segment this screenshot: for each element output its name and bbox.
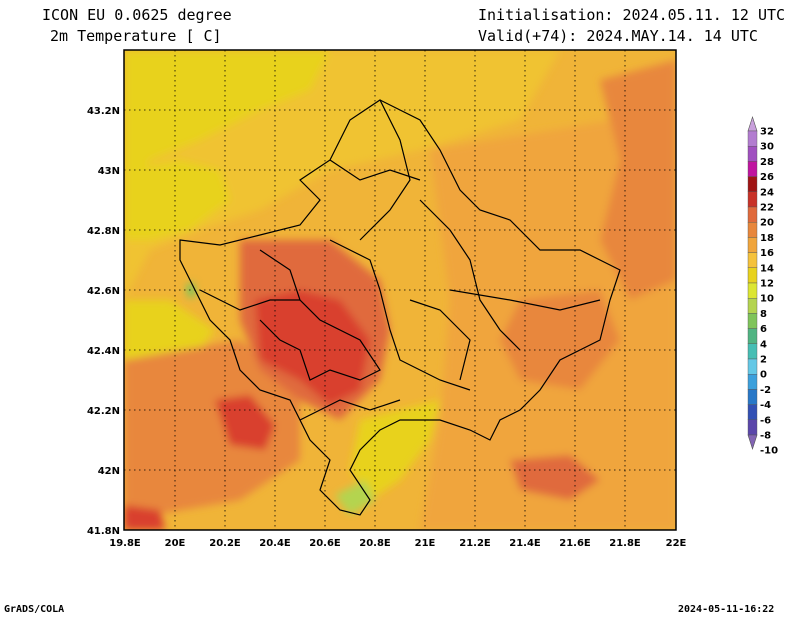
y-tick-label: 42.6N: [87, 286, 120, 297]
y-tick-label: 42.2N: [87, 406, 120, 417]
colorbar-swatch: [747, 298, 758, 314]
colorbar-swatch: [747, 191, 758, 208]
colorbar-swatch: [747, 237, 758, 253]
colorbar-label: 8: [760, 309, 767, 320]
colorbar-label: 20: [760, 218, 774, 229]
x-tick-label: 19.8E: [109, 538, 141, 549]
plot-frame: [123, 49, 677, 531]
colorbar-label: 32: [760, 127, 774, 138]
model-title: ICON EU 0.0625 degree: [42, 6, 232, 24]
y-tick-label: 43N: [98, 166, 120, 177]
colorbar-label: 14: [760, 263, 774, 274]
colorbar-label: 30: [760, 142, 774, 153]
x-tick-label: 22E: [666, 538, 687, 549]
x-tick-label: 20.6E: [309, 538, 341, 549]
colorbar-label: -10: [760, 446, 778, 457]
colorbar-label: 16: [760, 248, 774, 259]
valid-time: Valid(+74): 2024.MAY.14. 14 UTC: [478, 27, 758, 45]
colorbar-top-arrow: [747, 116, 758, 132]
x-tick-label: 21.4E: [509, 538, 541, 549]
colorbar-swatch: [747, 313, 758, 329]
grid-lines: [124, 50, 676, 530]
colorbar-label: 22: [760, 203, 774, 214]
colorbar-swatch: [747, 130, 758, 147]
colorbar-swatch: [747, 176, 758, 193]
x-tick-label: 21.6E: [559, 538, 591, 549]
y-tick-label: 41.8N: [87, 526, 120, 537]
colorbar-label: 12: [760, 279, 774, 290]
y-tick-label: 43.2N: [87, 106, 120, 117]
colorbar-label: -6: [760, 415, 771, 426]
footer-timestamp: 2024-05-11-16:22: [678, 604, 775, 615]
border-lines: [179, 99, 621, 516]
colorbar-label: 26: [760, 172, 774, 183]
footer-credit: GrADS/COLA: [4, 604, 65, 615]
x-tick-label: 20.2E: [209, 538, 241, 549]
colorbar-label: 18: [760, 233, 774, 244]
colorbar-label: 2: [760, 355, 767, 366]
colorbar-swatch: [747, 206, 758, 223]
colorbar-swatch: [747, 282, 758, 299]
colorbar-label: -2: [760, 385, 771, 396]
y-tick-label: 42.4N: [87, 346, 120, 357]
colorbar-swatch: [747, 267, 758, 284]
colorbar-swatch: [747, 389, 758, 405]
colorbar-swatch: [747, 374, 758, 390]
colorbar-swatch: [747, 252, 758, 269]
y-tick-label: 42N: [98, 466, 120, 477]
colorbar-swatch: [747, 145, 758, 162]
x-tick-label: 21.8E: [609, 538, 641, 549]
init-time: Initialisation: 2024.05.11. 12 UTC: [478, 6, 786, 24]
colorbar-swatch: [747, 419, 758, 436]
colorbar-swatch: [747, 404, 758, 421]
colorbar-label: 6: [760, 324, 767, 335]
x-tick-label: 20.8E: [359, 538, 391, 549]
y-tick-label: 42.8N: [87, 226, 120, 237]
colorbar-swatch: [747, 328, 758, 345]
y-axis-ticks: 41.8N 42N 42.2N 42.4N 42.6N 42.8N 43N 43…: [87, 106, 120, 537]
x-tick-label: 21E: [415, 538, 436, 549]
colorbar-label: 4: [760, 339, 767, 350]
colorbar-swatch: [747, 221, 758, 238]
colorbar-swatch: [747, 343, 758, 360]
colorbar-swatch: [747, 161, 758, 177]
colorbar-label: 28: [760, 157, 774, 168]
x-tick-label: 20E: [165, 538, 186, 549]
colorbar-swatch: [747, 358, 758, 375]
colorbar-label: -4: [760, 400, 771, 411]
colorbar-bottom-arrow: [747, 434, 758, 450]
x-tick-label: 21.2E: [459, 538, 491, 549]
colorbar-label: 10: [760, 294, 774, 305]
colorbar-label: 24: [760, 187, 774, 198]
colorbar-label: 0: [760, 370, 767, 381]
variable-title: 2m Temperature [ C]: [50, 27, 222, 45]
colorbar-label: -8: [760, 431, 771, 442]
x-axis-ticks: 19.8E 20E 20.2E 20.4E 20.6E 20.8E 21E 21…: [109, 538, 686, 549]
x-tick-label: 20.4E: [259, 538, 291, 549]
